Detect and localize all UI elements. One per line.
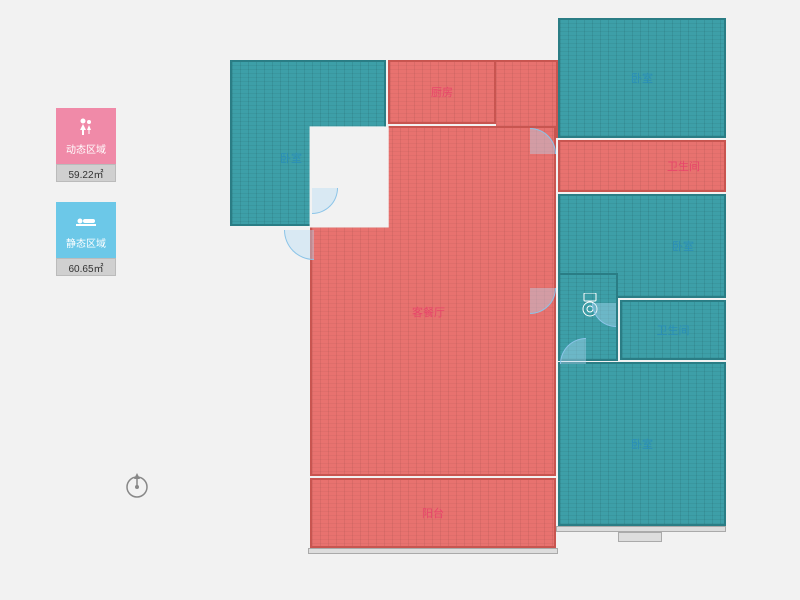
room-label: 卧室 [631,70,653,86]
door-arc [284,230,314,260]
people-icon [74,117,98,137]
room-bathroom-tr: 卫生间 [558,140,726,192]
room-bedroom-br: 卧室 [558,362,726,526]
legend-static-box: 静态区域 [56,202,116,258]
room-label: 卧室 [672,238,694,254]
room-bathroom-mr: 卫生间 [620,300,726,360]
door-arc [312,188,338,214]
legend-static-label: 静态区域 [66,235,106,250]
room-balcony: 阳台 [310,478,556,548]
room-label: 阳台 [422,505,444,521]
legend-static: 静态区域 60.65㎡ [56,202,116,276]
room-label: 卫生间 [657,322,690,338]
room-bedroom-tl: 卧室 [230,60,386,226]
wall-segment [308,548,558,554]
wall-segment [618,532,662,542]
legend-dynamic: 动态区域 59.22㎡ [56,108,116,182]
room-bedroom-tr: 卧室 [558,18,726,138]
room-living: 客餐厅 [310,126,556,476]
room-label: 客餐厅 [412,304,445,320]
legend-static-value: 60.65㎡ [56,258,116,276]
compass-icon [122,470,152,500]
legend-dynamic-label: 动态区域 [66,141,106,156]
room-label: 厨房 [431,84,453,100]
room-label: 卫生间 [667,158,700,174]
legend-panel: 动态区域 59.22㎡ 静态区域 60.65㎡ [56,108,116,296]
legend-dynamic-box: 动态区域 [56,108,116,164]
legend-dynamic-value: 59.22㎡ [56,164,116,182]
person-lying-icon [74,211,98,231]
room-kitchen: 厨房 [388,60,496,124]
room-label: 卧室 [280,150,302,166]
room-label: 卧室 [631,436,653,452]
floorplan: 卧室 厨房 卧室 卫生间 客餐厅 卧室 卫生间 卧室 [230,18,762,590]
